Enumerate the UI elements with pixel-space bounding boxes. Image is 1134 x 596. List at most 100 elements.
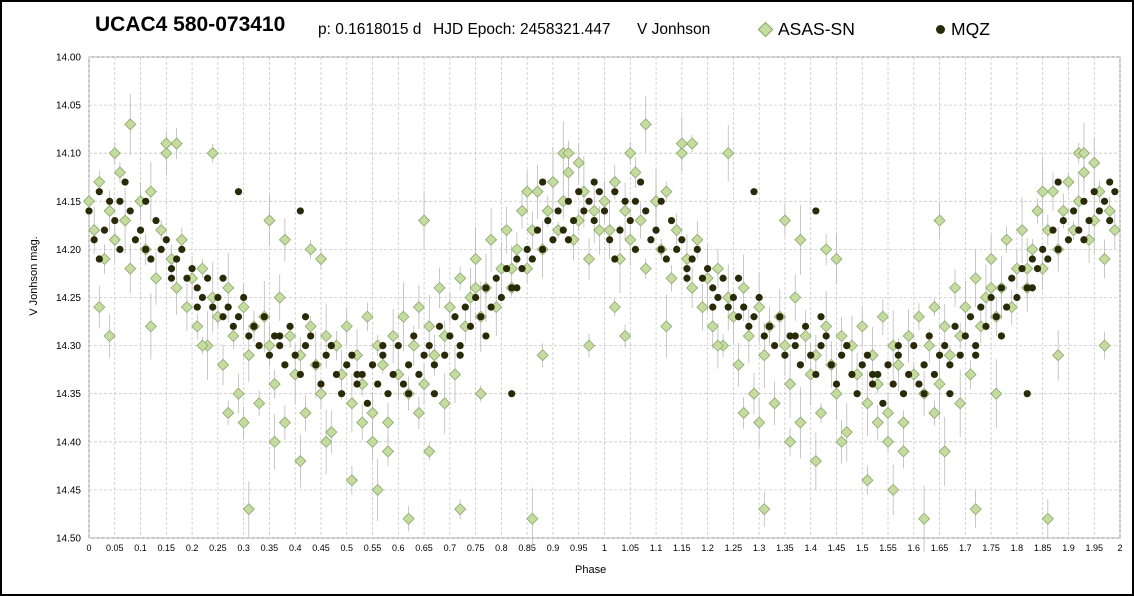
mqz-point <box>358 370 366 379</box>
mqz-point <box>95 255 103 263</box>
mqz-point <box>1033 265 1042 273</box>
asas-sn-point <box>582 339 596 352</box>
mqz-point <box>595 188 603 196</box>
mqz-point <box>734 313 743 321</box>
mqz-point <box>368 361 377 369</box>
mqz-point <box>997 284 1006 292</box>
asas-sn-point <box>799 329 812 343</box>
asas-sn-point <box>1026 243 1039 256</box>
asas-sn-point <box>1088 156 1101 169</box>
asas-sn-point <box>902 329 915 343</box>
asas-sn-point <box>593 224 606 237</box>
mqz-point <box>673 245 681 253</box>
mqz-point <box>487 303 495 311</box>
asas-sn-point <box>794 416 807 429</box>
asas-sn-point <box>670 224 683 237</box>
mqz-point <box>874 370 882 379</box>
asas-sn-point <box>665 272 678 285</box>
asas-sn-point <box>268 435 281 448</box>
x-tick-label: 0.8 <box>495 543 508 553</box>
asas-sn-point <box>103 204 116 217</box>
mqz-point <box>234 188 243 196</box>
mqz-point <box>1080 236 1088 244</box>
y-tick-label: 14.00 <box>56 53 81 64</box>
mqz-point <box>435 322 444 330</box>
mqz-point <box>539 245 547 253</box>
mqz-point <box>776 313 784 321</box>
mqz-point <box>327 342 335 350</box>
mqz-point <box>631 197 640 205</box>
mqz-point <box>946 361 954 369</box>
mqz-point <box>745 322 753 330</box>
mqz-point <box>276 342 284 350</box>
asas-sn-point <box>160 137 173 150</box>
x-tick-label: 0.25 <box>209 543 227 553</box>
asas-sn-point <box>835 329 848 343</box>
mqz-point <box>765 322 774 330</box>
mqz-point <box>554 207 562 215</box>
x-tick-label: 0.1 <box>134 543 147 553</box>
mqz-point <box>296 370 304 379</box>
asas-sn-point <box>124 262 137 275</box>
asas-sn-point <box>423 320 436 333</box>
mqz-point <box>301 342 310 350</box>
asas-sn-point <box>191 320 204 333</box>
circle-marker-icon <box>936 25 945 34</box>
asas-sn-point <box>356 416 369 429</box>
asas-sn-point <box>732 358 745 371</box>
asas-sn-point <box>912 310 926 323</box>
mqz-point <box>1090 188 1098 196</box>
mqz-point <box>162 236 170 244</box>
x-tick-label: 1.3 <box>753 543 766 553</box>
mqz-point <box>791 332 799 340</box>
mqz-point <box>683 265 691 273</box>
asas-sn-point <box>443 301 456 314</box>
mqz-point <box>466 322 475 330</box>
mqz-point <box>781 351 789 359</box>
mqz-point <box>987 293 995 302</box>
mqz-point <box>719 274 727 282</box>
asas-sn-point <box>794 233 807 246</box>
mqz-point <box>131 236 139 244</box>
mqz-point <box>1080 197 1088 205</box>
mqz-point <box>389 370 397 379</box>
mqz-point <box>1064 236 1073 244</box>
mqz-point <box>353 380 361 388</box>
asas-sn-point <box>619 204 632 217</box>
mqz-point <box>126 207 134 215</box>
mqz-point <box>760 332 768 340</box>
asas-sn-point <box>531 185 544 198</box>
asas-sn-point <box>345 474 358 487</box>
asas-sn-point <box>1062 175 1075 189</box>
asas-sn-point <box>861 397 874 410</box>
x-tick-label: 1.9 <box>1062 543 1075 553</box>
asas-sn-point <box>675 137 688 150</box>
asas-sn-point <box>711 339 724 352</box>
asas-sn-point <box>216 358 230 371</box>
x-tick-label: 1.65 <box>931 543 949 553</box>
mqz-point <box>152 216 160 225</box>
mqz-point <box>997 332 1006 340</box>
mqz-point <box>812 207 820 215</box>
asas-sn-point <box>737 281 750 294</box>
asas-sn-point <box>629 166 642 179</box>
mqz-point <box>142 245 150 253</box>
mqz-point <box>951 322 959 330</box>
asas-sn-point <box>273 291 286 304</box>
asas-sn-point <box>448 368 462 381</box>
mqz-point <box>621 197 629 205</box>
mqz-point <box>198 293 207 302</box>
mqz-point <box>374 380 382 388</box>
x-tick-label: 1.8 <box>1011 543 1024 553</box>
asas-sn-point <box>237 301 250 314</box>
asas-sn-point <box>835 435 848 448</box>
asas-sn-point <box>608 175 621 189</box>
asas-sn-point <box>536 349 549 362</box>
mqz-point <box>941 342 949 350</box>
asas-sn-point <box>320 435 333 448</box>
mqz-point <box>167 274 176 282</box>
asas-sn-point <box>639 262 652 275</box>
mqz-point <box>245 332 253 340</box>
mqz-point <box>910 342 918 350</box>
mqz-point <box>698 274 707 282</box>
